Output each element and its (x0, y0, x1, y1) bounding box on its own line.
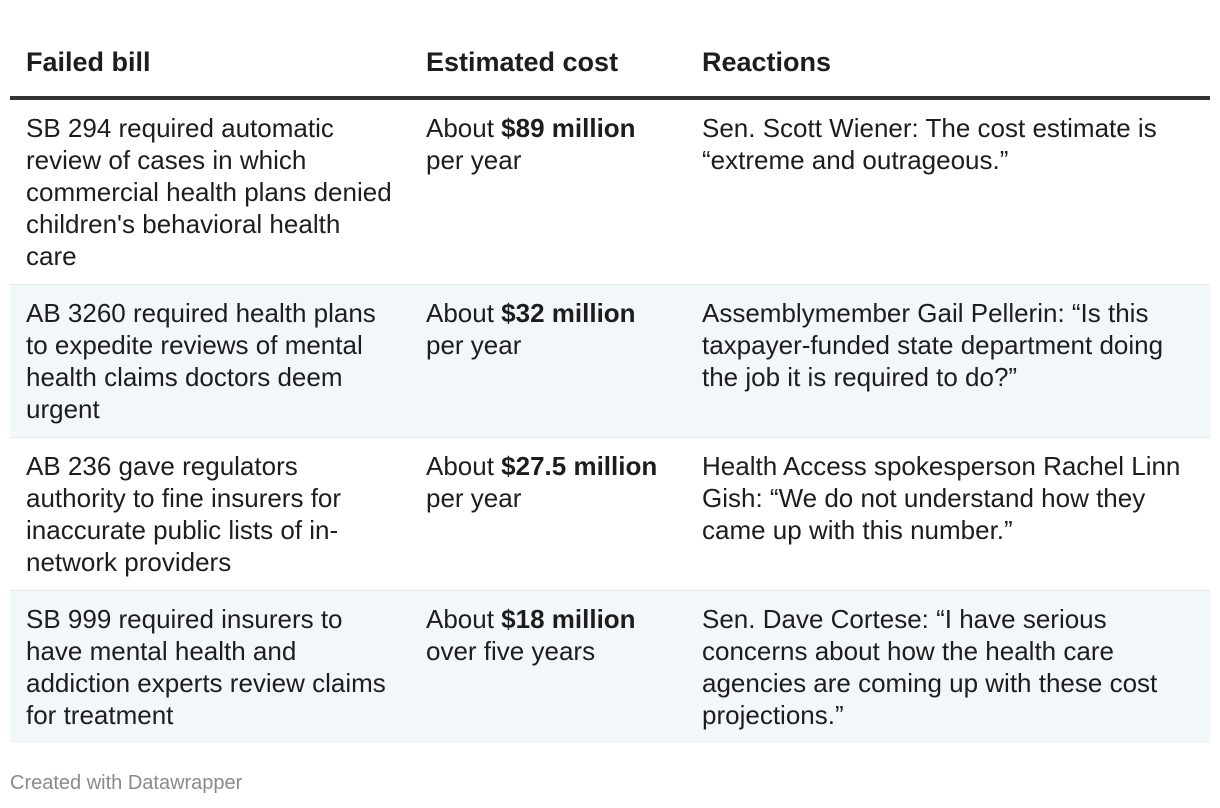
failed-bills-table: Failed bill Estimated cost Reactions SB … (10, 36, 1210, 743)
column-header-failed-bill: Failed bill (10, 36, 410, 100)
column-header-reactions: Reactions (686, 36, 1210, 100)
cost-prefix: About (426, 604, 502, 634)
bill-cell: AB 3260 required health plans to expedit… (10, 284, 410, 438)
cost-suffix: over five years (426, 636, 596, 666)
cost-cell: About $27.5 million per year (410, 437, 686, 591)
reaction-cell: Sen. Dave Cortese: “I have serious conce… (686, 590, 1210, 743)
cost-cell: About $32 million per year (410, 284, 686, 438)
table-row: SB 294 required automatic review of case… (10, 98, 1210, 285)
reaction-cell: Sen. Scott Wiener: The cost estimate is … (686, 98, 1210, 285)
table-header-row: Failed bill Estimated cost Reactions (10, 36, 1210, 100)
cost-prefix: About (426, 451, 502, 481)
cost-cell: About $89 million per year (410, 98, 686, 285)
column-header-estimated-cost: Estimated cost (410, 36, 686, 100)
cost-prefix: About (426, 113, 502, 143)
bill-cell: AB 236 gave regulators authority to fine… (10, 437, 410, 591)
bill-cell: SB 999 required insurers to have mental … (10, 590, 410, 743)
cost-amount: $18 million (501, 604, 636, 634)
datawrapper-credit[interactable]: Created with Datawrapper (10, 772, 243, 794)
table-row: AB 3260 required health plans to expedit… (10, 284, 1210, 438)
cost-cell: About $18 million over five years (410, 590, 686, 743)
cost-amount: $27.5 million (501, 451, 658, 481)
cost-amount: $32 million (501, 298, 636, 328)
cost-suffix: per year (426, 330, 522, 360)
cost-suffix: per year (426, 483, 522, 513)
cost-amount: $89 million (501, 113, 636, 143)
bill-cell: SB 294 required automatic review of case… (10, 98, 410, 285)
cost-suffix: per year (426, 145, 522, 175)
cost-prefix: About (426, 298, 502, 328)
reaction-cell: Health Access spokesperson Rachel Linn G… (686, 437, 1210, 591)
table-row: SB 999 required insurers to have mental … (10, 590, 1210, 743)
reaction-cell: Assemblymember Gail Pellerin: “Is this t… (686, 284, 1210, 438)
table-row: AB 236 gave regulators authority to fine… (10, 437, 1210, 591)
bills-table-container: Failed bill Estimated cost Reactions SB … (10, 36, 1210, 743)
